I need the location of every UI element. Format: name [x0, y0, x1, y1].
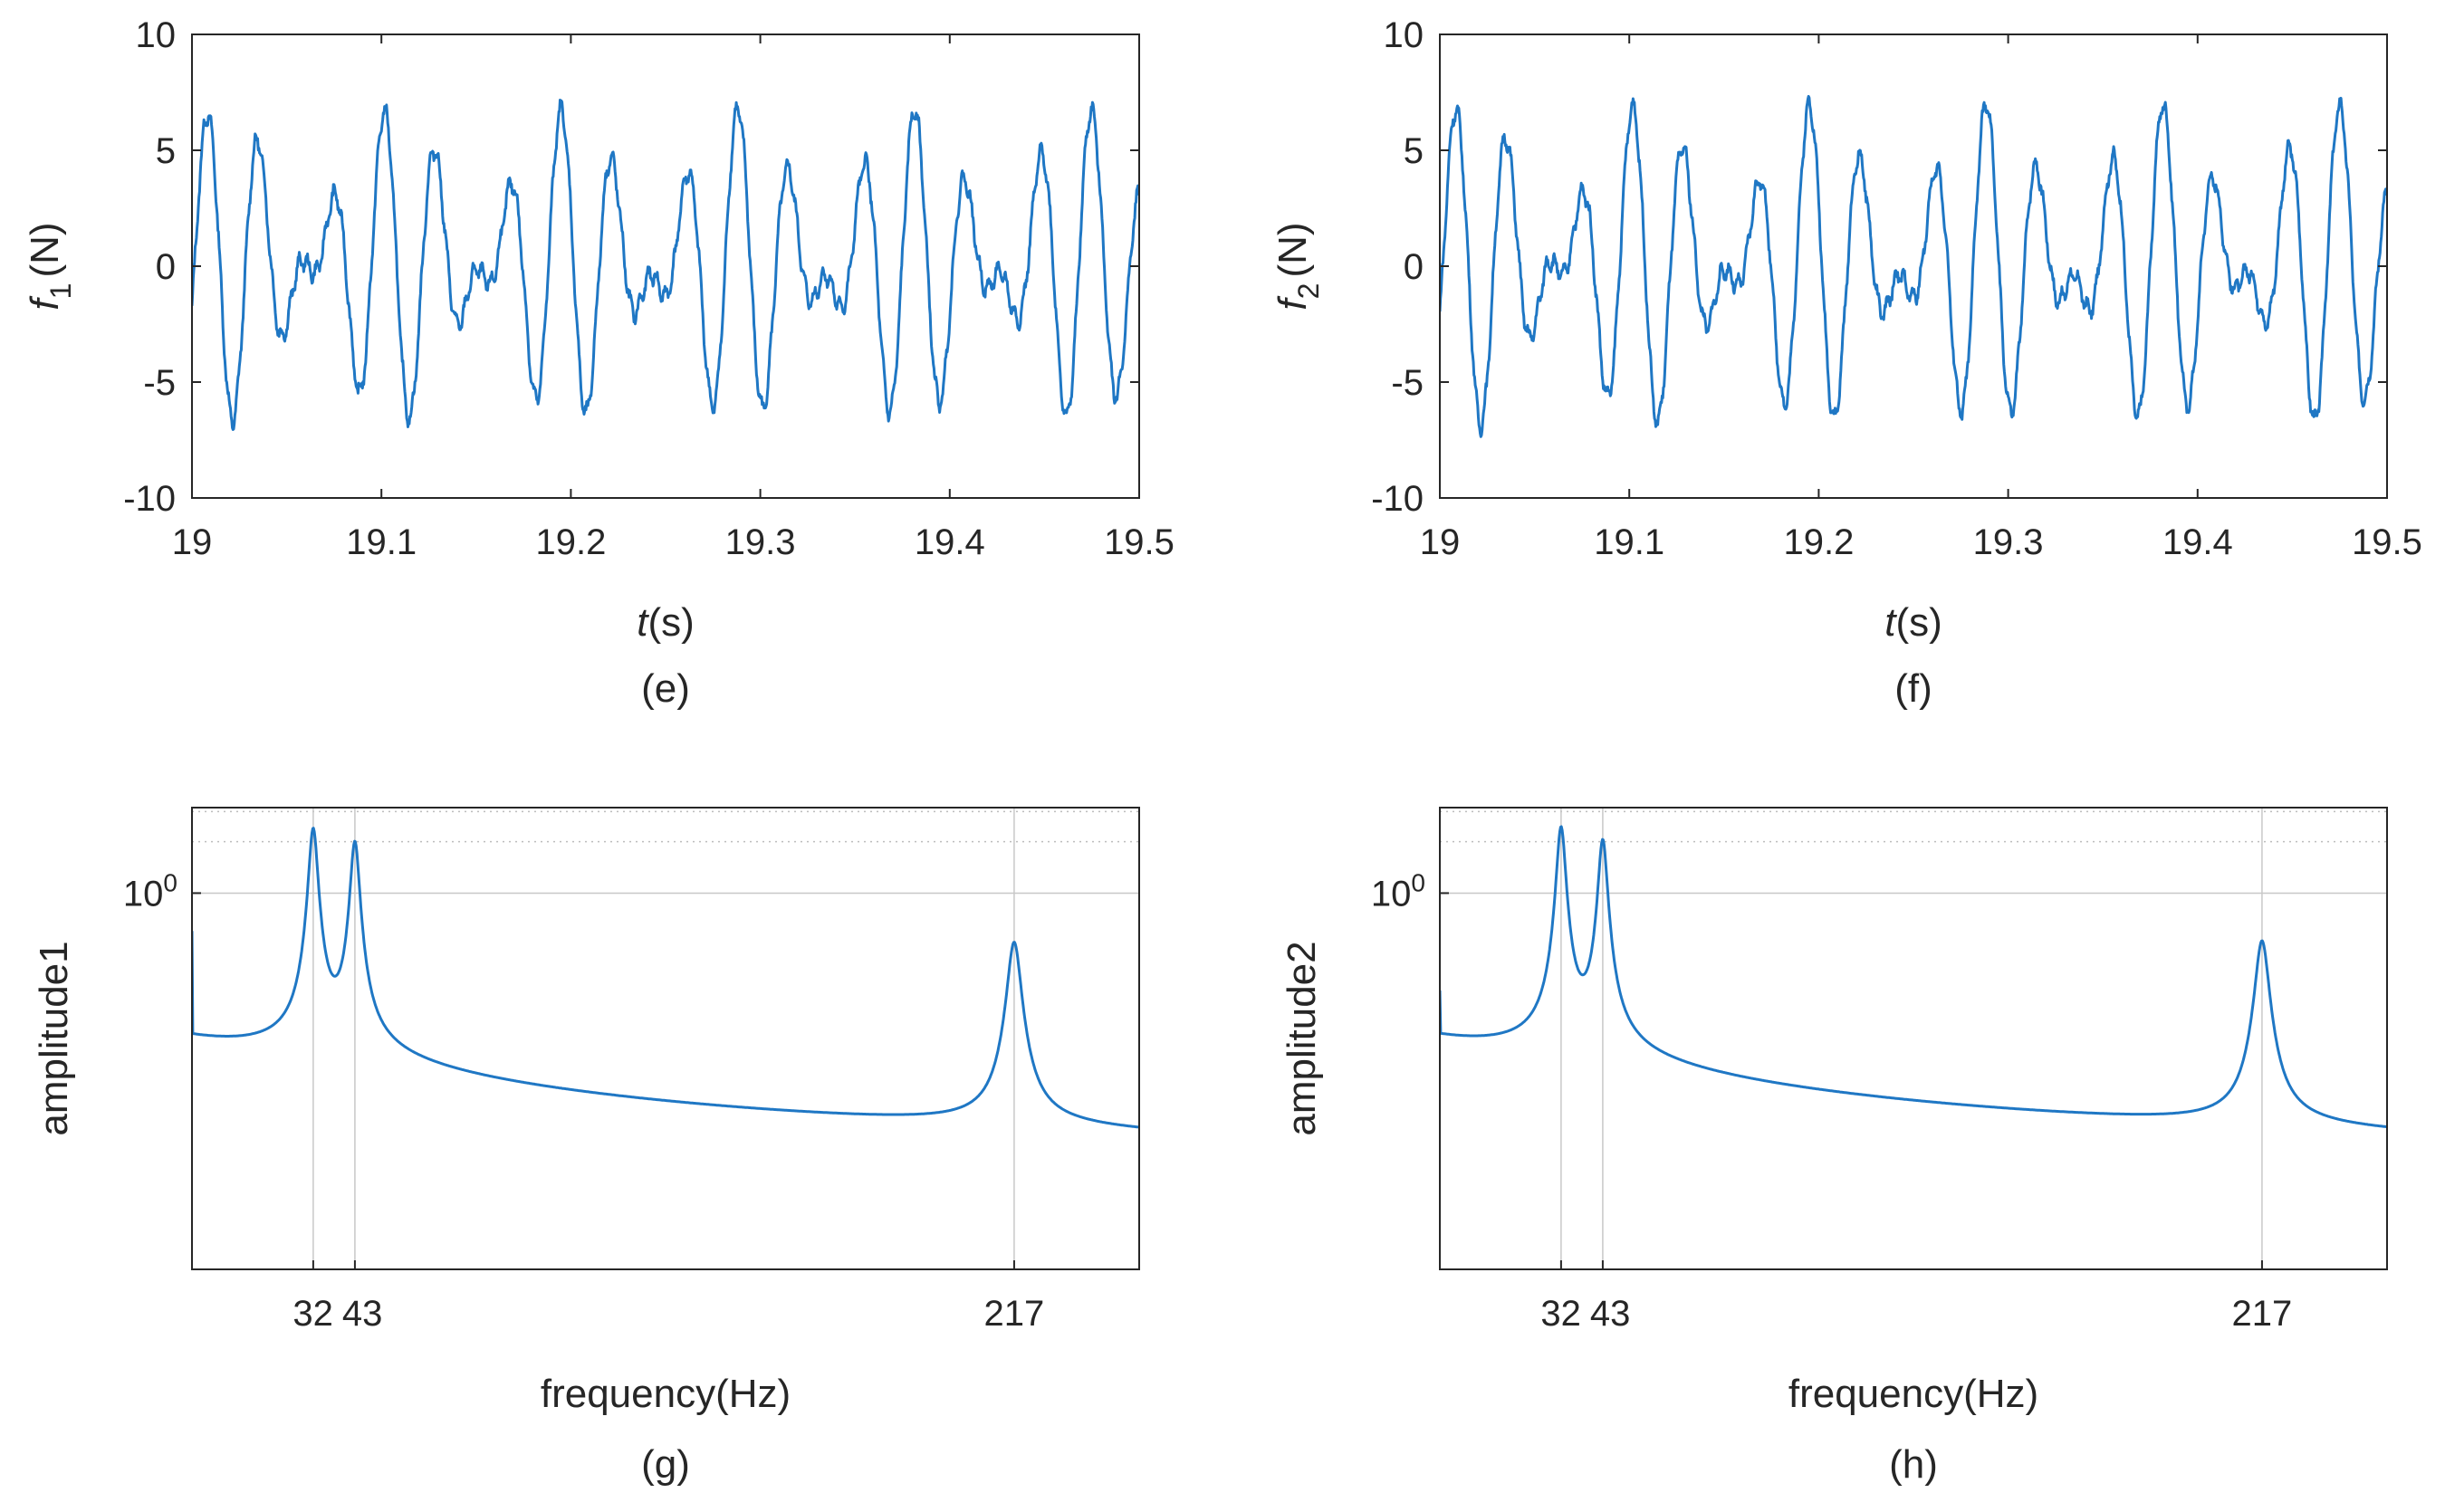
y-tick-label: 0 [1404, 247, 1424, 287]
x-axis-label-var: t [637, 600, 649, 645]
x-axis-label-unit: (s) [1895, 600, 1942, 645]
panel-caption-e: (e) [641, 666, 690, 711]
x-tick-label: 19.1 [1594, 522, 1664, 562]
x-tick-label: 32 [1540, 1294, 1581, 1334]
x-tick-label: 43 [342, 1294, 383, 1334]
y-tick-exp: 0 [1411, 868, 1425, 896]
y-tick-label: 5 [156, 131, 176, 171]
y-axis-label-unit: (N) [1270, 222, 1315, 277]
x-axis-label: t(s) [637, 600, 695, 645]
y-tick-label: 100 [123, 868, 177, 914]
x-tick-label: 43 [1590, 1294, 1631, 1334]
x-tick-label: 19.5 [2352, 522, 2422, 562]
x-tick-label: 19 [1420, 522, 1461, 562]
y-tick-label: -5 [143, 363, 176, 403]
x-tick-label: 19.1 [346, 522, 417, 562]
x-axis-label: t(s) [1884, 600, 1942, 645]
panel-f: 19 19.1 19.2 19.3 19.4 19.5-10-50510f2(N)t(s)… [1270, 15, 2422, 711]
y-axis-label: amplitude1 [32, 941, 76, 1135]
x-axis-label: frequency(Hz) [541, 1372, 791, 1416]
panel-g: 32 43 217 100 amplitude1 frequency(Hz) (g) [32, 807, 1140, 1487]
x-tick-label: 19.3 [725, 522, 796, 562]
series-line-e [192, 99, 1139, 431]
x-tick-label: 217 [984, 1294, 1045, 1334]
panel-h: 32 43 217 100 amplitude2 frequency(Hz) (h) [1280, 807, 2388, 1487]
series-line-f [1440, 94, 2387, 438]
y-axis-label-unit: (N) [23, 222, 67, 277]
y-tick-label: 5 [1404, 131, 1424, 171]
y-tick-base: 10 [123, 874, 164, 914]
x-tick-label: 19.4 [2162, 522, 2233, 562]
x-tick-label: 19 [172, 522, 213, 562]
y-tick-label: 10 [136, 15, 177, 55]
x-tick-label: 19.2 [1783, 522, 1854, 562]
panel-caption-f: (f) [1894, 666, 1932, 711]
y-tick-label: -5 [1391, 363, 1424, 403]
x-tick-label: 217 [2232, 1294, 2293, 1334]
x-tick-label: 32 [292, 1294, 333, 1334]
x-tick-label: 19.5 [1104, 522, 1175, 562]
y-tick-label: -10 [1371, 479, 1424, 519]
plot-frame-h [1439, 807, 2388, 1270]
y-tick-label: 10 [1384, 15, 1424, 55]
y-tick-label: 100 [1371, 868, 1425, 914]
y-tick-exp: 0 [163, 868, 177, 896]
y-tick-label: 0 [156, 247, 176, 287]
plot-frame-g [191, 807, 1140, 1270]
y-axis-label-sub: 2 [1292, 283, 1325, 300]
y-axis-label: f2(N) [1270, 222, 1325, 310]
y-tick-base: 10 [1371, 874, 1412, 914]
y-tick-label: -10 [123, 479, 176, 519]
y-axis-label: f1(N) [23, 222, 77, 310]
spectrum-line-h [1440, 825, 2387, 1129]
panel-caption-h: (h) [1889, 1442, 1938, 1487]
x-axis-label-var: t [1884, 600, 1897, 645]
x-tick-label: 19.4 [915, 522, 985, 562]
y-axis-label: amplitude2 [1280, 941, 1324, 1135]
x-axis-label: frequency(Hz) [1788, 1372, 2038, 1416]
spectrum-line-g [192, 827, 1139, 1129]
y-axis-label-sub: 1 [44, 283, 77, 300]
panel-e: 19 19.1 19.2 19.3 19.4 19.5-10-50510f1(N)t(s)… [23, 15, 1175, 711]
x-axis-label-unit: (s) [647, 600, 694, 645]
x-tick-label: 19.3 [1973, 522, 2044, 562]
x-tick-label: 19.2 [535, 522, 606, 562]
panel-caption-g: (g) [641, 1442, 690, 1487]
